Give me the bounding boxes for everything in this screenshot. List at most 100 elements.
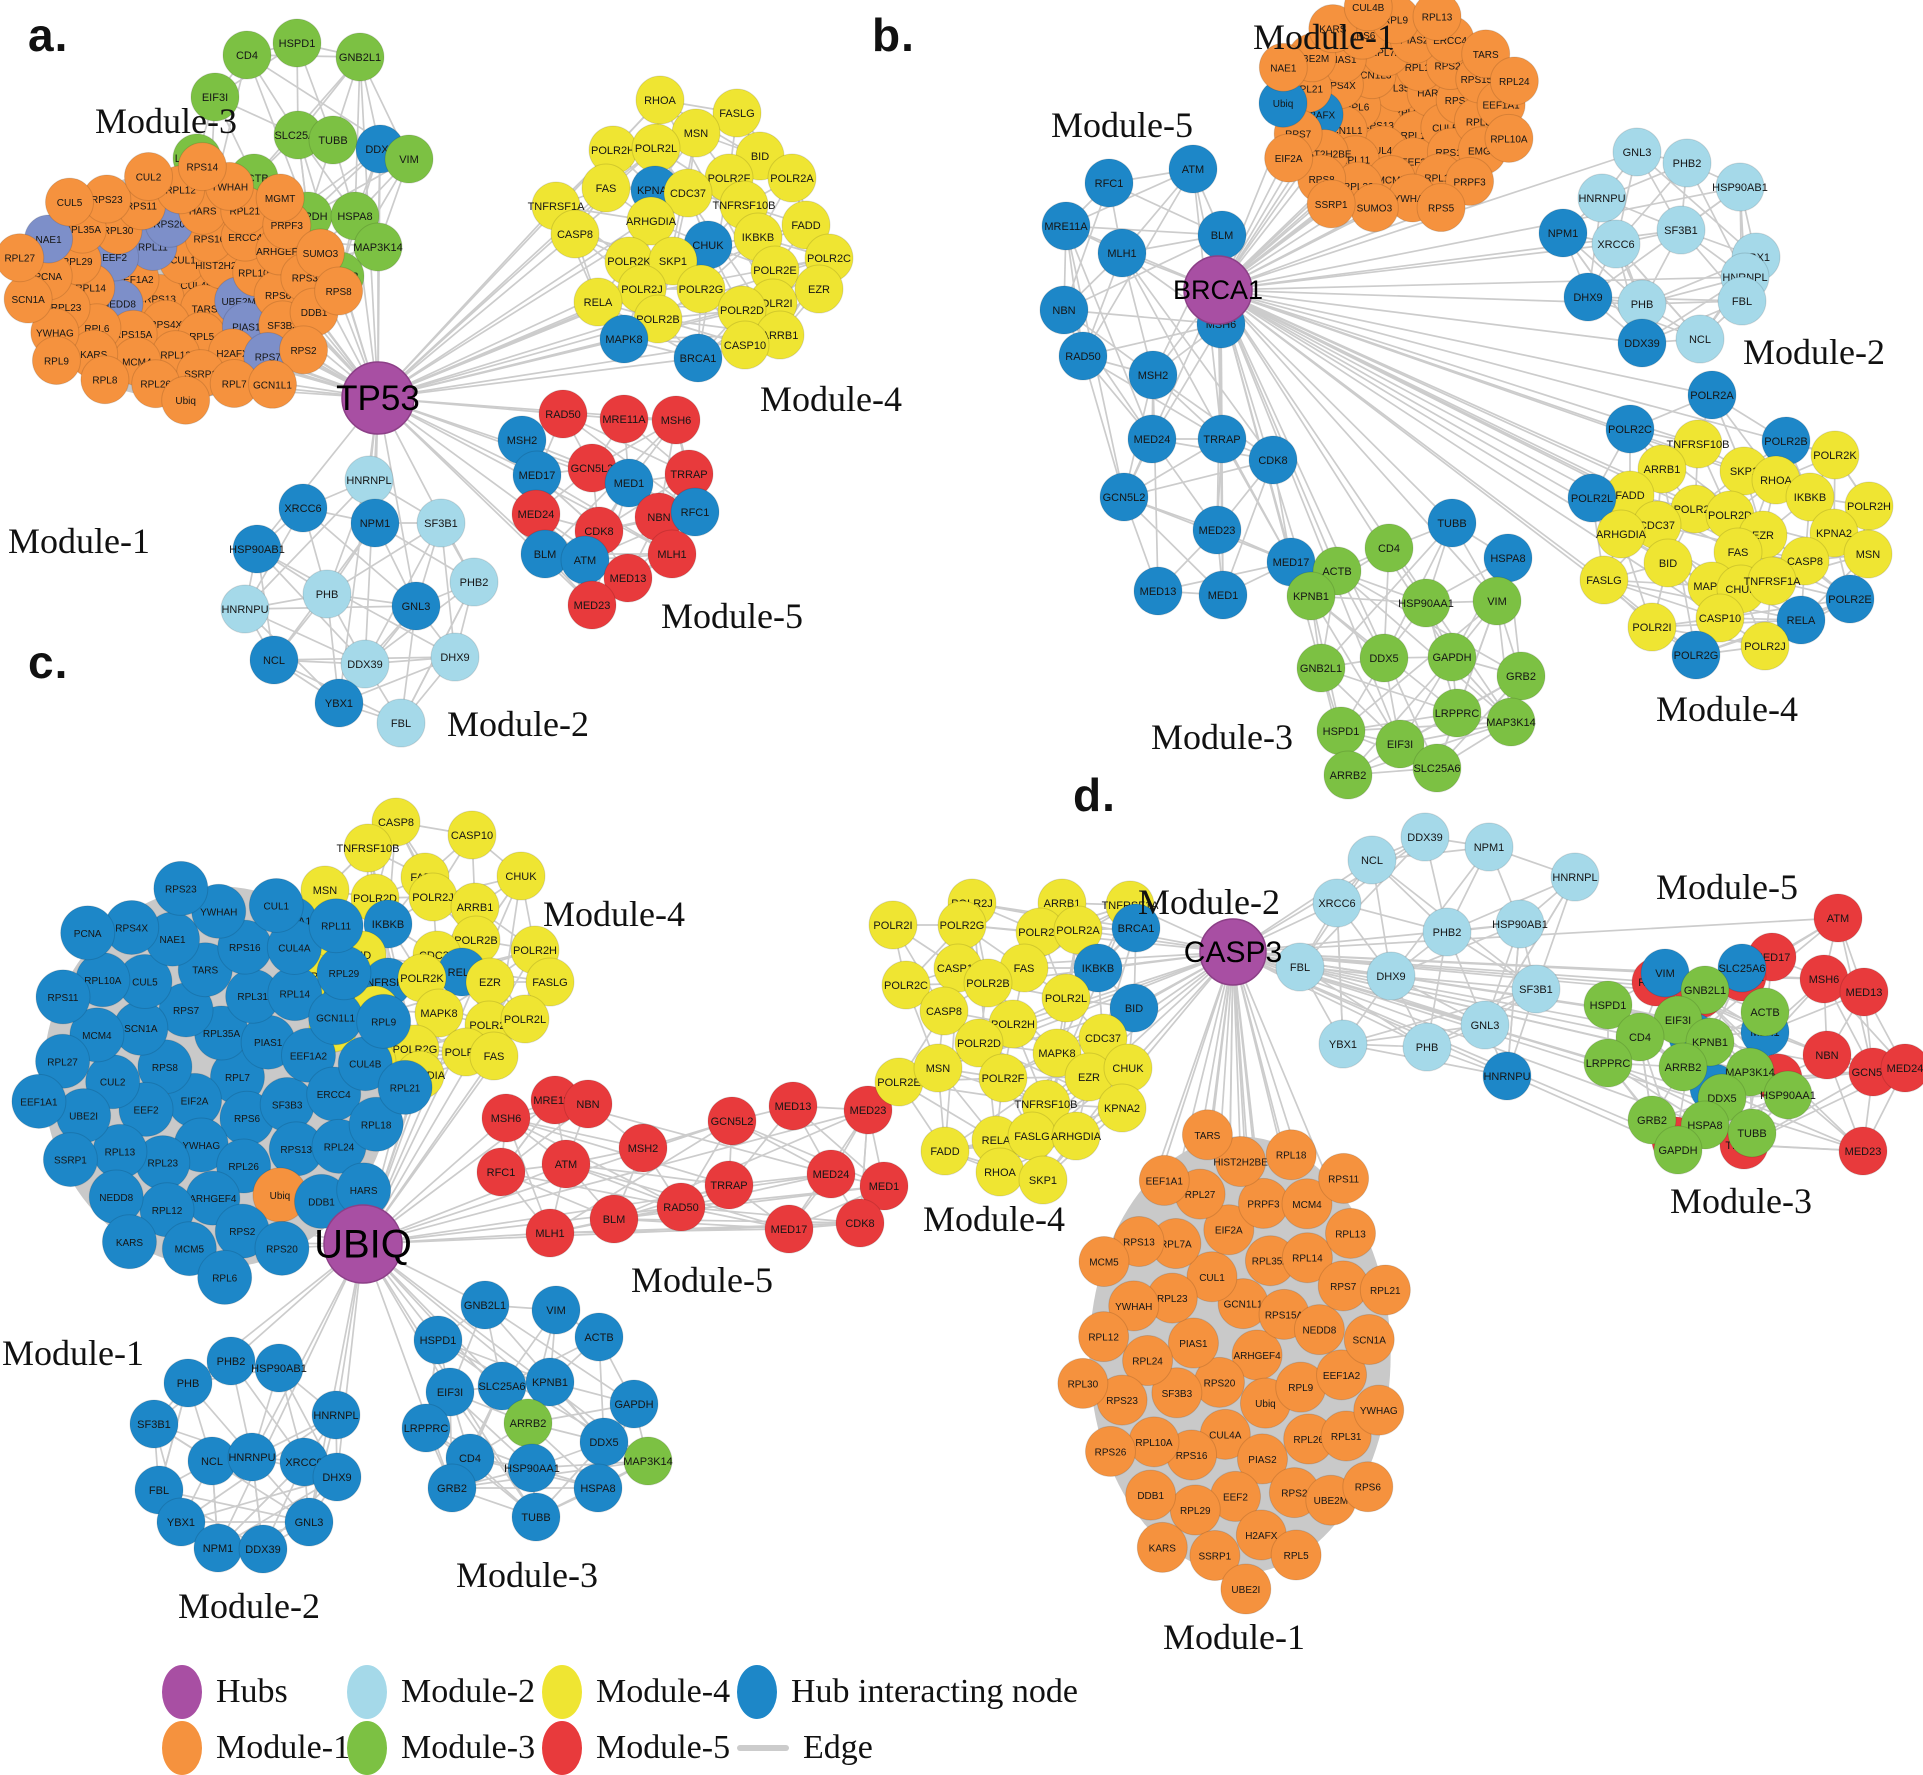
node-RPL12[interactable]: RPL12 bbox=[1078, 1311, 1130, 1363]
node-RPL24[interactable]: RPL24 bbox=[1122, 1335, 1174, 1387]
node-NEDD8[interactable]: NEDD8 bbox=[88, 1169, 144, 1225]
node-SF3B1[interactable]: SF3B1 bbox=[1511, 964, 1561, 1014]
node-GNL3[interactable]: GNL3 bbox=[284, 1497, 334, 1547]
node-BRCA1[interactable]: BRCA1 bbox=[1111, 903, 1161, 953]
node-RPL10A[interactable]: RPL10A bbox=[1484, 113, 1534, 163]
node-ARHGEF4[interactable]: ARHGEF4 bbox=[1231, 1329, 1283, 1381]
node-RPL18[interactable]: RPL18 bbox=[348, 1096, 404, 1152]
node-RHOA[interactable]: RHOA bbox=[635, 75, 685, 125]
node-DDX39[interactable]: DDX39 bbox=[340, 639, 390, 689]
node-POLR2A[interactable]: POLR2A bbox=[767, 153, 817, 203]
node-RPS11[interactable]: RPS11 bbox=[1318, 1152, 1370, 1204]
node-NBN[interactable]: NBN bbox=[1802, 1030, 1852, 1080]
node-KARS[interactable]: KARS bbox=[1136, 1521, 1188, 1573]
node-MLH1[interactable]: MLH1 bbox=[647, 529, 697, 579]
node-NCL[interactable]: NCL bbox=[1675, 314, 1725, 364]
node-POLR2H[interactable]: POLR2H bbox=[1844, 481, 1894, 531]
node-LRPPRC[interactable]: LRPPRC bbox=[401, 1403, 451, 1453]
node-MED23[interactable]: MED23 bbox=[1838, 1126, 1888, 1176]
node-RPL9[interactable]: RPL9 bbox=[356, 993, 412, 1049]
node-YBX1[interactable]: YBX1 bbox=[314, 678, 364, 728]
node-GNL3[interactable]: GNL3 bbox=[1460, 1000, 1510, 1050]
node-TUBB[interactable]: TUBB bbox=[308, 115, 358, 165]
node-POLR2C[interactable]: POLR2C bbox=[881, 960, 931, 1010]
node-MED13[interactable]: MED13 bbox=[768, 1081, 818, 1131]
node-EZR[interactable]: EZR bbox=[465, 957, 515, 1007]
node-HSP90AB1[interactable]: HSP90AB1 bbox=[1712, 162, 1768, 212]
node-RFC1[interactable]: RFC1 bbox=[670, 487, 720, 537]
node-DDX39[interactable]: DDX39 bbox=[1400, 812, 1450, 862]
node-RPL13[interactable]: RPL13 bbox=[1412, 0, 1462, 41]
node-CUL1[interactable]: CUL1 bbox=[1186, 1251, 1238, 1303]
node-SF3B1[interactable]: SF3B1 bbox=[416, 498, 466, 548]
node-NBN[interactable]: NBN bbox=[1039, 285, 1089, 335]
node-MRE11A[interactable]: MRE11A bbox=[599, 394, 649, 444]
node-NCL[interactable]: NCL bbox=[187, 1436, 237, 1486]
node-EEF2[interactable]: EEF2 bbox=[1209, 1470, 1261, 1522]
node-YWHAH[interactable]: YWHAH bbox=[1108, 1280, 1160, 1332]
node-POLR2F[interactable]: POLR2F bbox=[978, 1053, 1028, 1103]
node-GCN5L2[interactable]: GCN5L2 bbox=[707, 1096, 757, 1146]
node-GNB2L1[interactable]: GNB2L1 bbox=[1296, 643, 1346, 693]
node-CHUK[interactable]: CHUK bbox=[496, 851, 546, 901]
node-HSPA8[interactable]: HSPA8 bbox=[573, 1463, 623, 1513]
node-LRPPRC[interactable]: LRPPRC bbox=[1583, 1038, 1633, 1088]
node-SSRP1[interactable]: SSRP1 bbox=[1189, 1529, 1241, 1581]
node-TUBB[interactable]: TUBB bbox=[1427, 498, 1477, 548]
node-GNB2L1[interactable]: GNB2L1 bbox=[335, 32, 385, 82]
node-CD4[interactable]: CD4 bbox=[222, 30, 272, 80]
node-LRPPRC[interactable]: LRPPRC bbox=[1432, 688, 1482, 738]
hub-node-BRCA1[interactable]: BRCA1 bbox=[1173, 255, 1263, 325]
node-MSH2[interactable]: MSH2 bbox=[1128, 350, 1178, 400]
node-PRPF3[interactable]: PRPF3 bbox=[1238, 1177, 1290, 1229]
node-ARRB2[interactable]: ARRB2 bbox=[503, 1398, 553, 1448]
node-MED23[interactable]: MED23 bbox=[1192, 505, 1242, 555]
node-HNRNPL[interactable]: HNRNPL bbox=[344, 455, 394, 505]
node-ATM[interactable]: ATM bbox=[541, 1139, 591, 1189]
node-TARS[interactable]: TARS bbox=[1181, 1109, 1233, 1161]
node-RPS5[interactable]: RPS5 bbox=[1416, 183, 1466, 233]
node-TNFRSF10B[interactable]: TNFRSF10B bbox=[1667, 419, 1730, 469]
node-PCNA[interactable]: PCNA bbox=[60, 905, 116, 961]
node-RPS14[interactable]: RPS14 bbox=[177, 142, 227, 192]
node-KPNA2[interactable]: KPNA2 bbox=[1097, 1083, 1147, 1133]
node-HSPD1[interactable]: HSPD1 bbox=[1316, 706, 1366, 756]
hub-node-UBIQ[interactable]: UBIQ bbox=[314, 1204, 412, 1284]
node-RPL14[interactable]: RPL14 bbox=[267, 966, 323, 1022]
node-HSP90AB1[interactable]: HSP90AB1 bbox=[251, 1343, 307, 1393]
node-RPS2[interactable]: RPS2 bbox=[279, 325, 329, 375]
node-HSP90AA1[interactable]: HSP90AA1 bbox=[504, 1443, 560, 1493]
node-SLC25A6[interactable]: SLC25A6 bbox=[1717, 943, 1767, 993]
node-FAS[interactable]: FAS bbox=[999, 943, 1049, 993]
node-BLM[interactable]: BLM bbox=[1197, 210, 1247, 260]
node-RPS8[interactable]: RPS8 bbox=[314, 266, 364, 316]
node-EIF2A[interactable]: EIF2A bbox=[1203, 1204, 1255, 1256]
node-RPL27[interactable]: RPL27 bbox=[35, 1033, 91, 1089]
node-MED17[interactable]: MED17 bbox=[512, 450, 562, 500]
node-FASLG[interactable]: FASLG bbox=[525, 957, 575, 1007]
node-DDX5[interactable]: DDX5 bbox=[579, 1417, 629, 1467]
node-MED24[interactable]: MED24 bbox=[1880, 1043, 1923, 1093]
node-ATM[interactable]: ATM bbox=[1168, 144, 1218, 194]
node-CUL4B[interactable]: CUL4B bbox=[1343, 0, 1393, 32]
node-DDX39[interactable]: DDX39 bbox=[238, 1524, 288, 1574]
node-EIF3I[interactable]: EIF3I bbox=[1375, 719, 1425, 769]
node-RPS23[interactable]: RPS23 bbox=[153, 860, 209, 916]
node-NBN[interactable]: NBN bbox=[563, 1079, 613, 1129]
node-NCL[interactable]: NCL bbox=[249, 635, 299, 685]
node-RPS23[interactable]: RPS23 bbox=[1096, 1374, 1148, 1426]
node-ARHGDIA[interactable]: ARHGDIA bbox=[626, 196, 677, 246]
node-PHB[interactable]: PHB bbox=[302, 569, 352, 619]
node-NCL[interactable]: NCL bbox=[1347, 835, 1397, 885]
node-HSP90AB1[interactable]: HSP90AB1 bbox=[229, 524, 285, 574]
node-GAPDH[interactable]: GAPDH bbox=[1653, 1125, 1703, 1175]
node-SF3B1[interactable]: SF3B1 bbox=[1656, 205, 1706, 255]
node-POLR2L[interactable]: POLR2L bbox=[500, 994, 550, 1044]
node-RPL30[interactable]: RPL30 bbox=[1057, 1357, 1109, 1409]
node-RPS23[interactable]: RPS23 bbox=[82, 174, 132, 224]
node-SCN1A[interactable]: SCN1A bbox=[1343, 1313, 1395, 1365]
node-MCM5[interactable]: MCM5 bbox=[1078, 1236, 1130, 1288]
node-EEF1A1[interactable]: EEF1A1 bbox=[11, 1073, 67, 1129]
node-HSPD1[interactable]: HSPD1 bbox=[1583, 980, 1633, 1030]
node-XRCC6[interactable]: XRCC6 bbox=[278, 483, 328, 533]
